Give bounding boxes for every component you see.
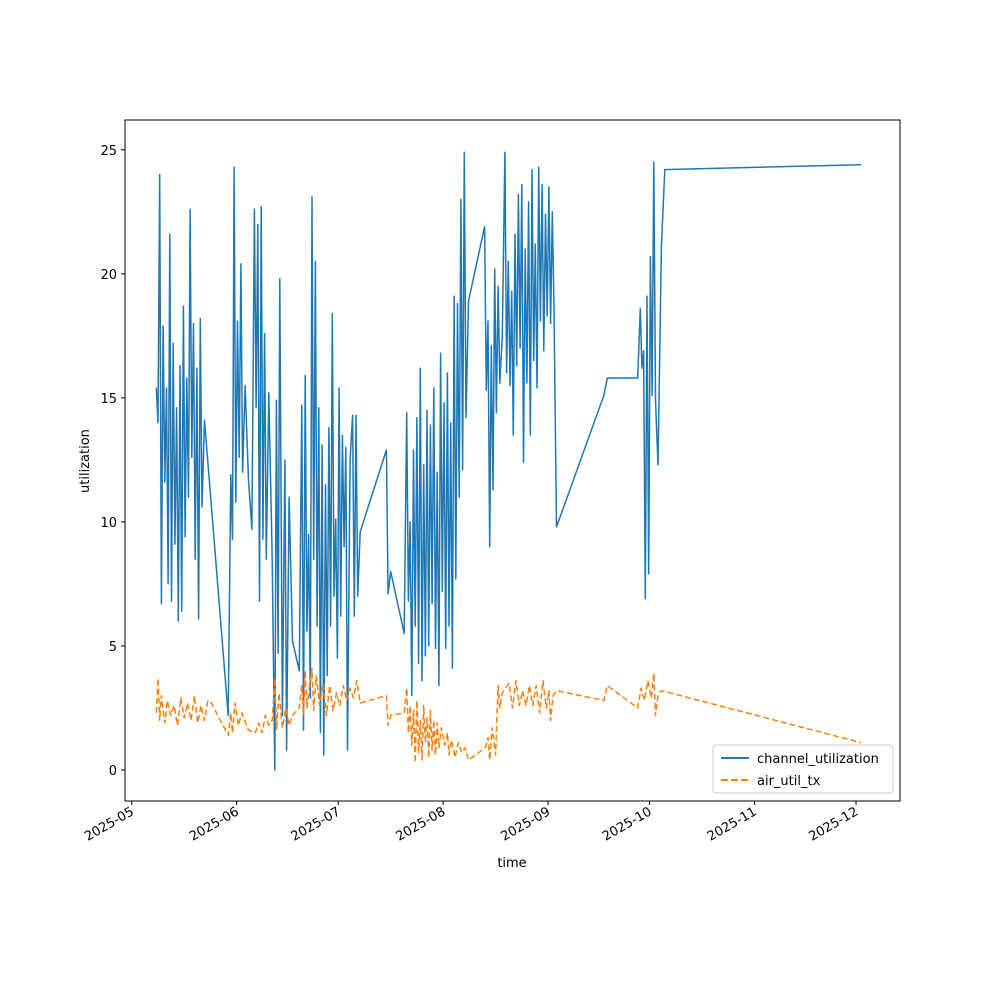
x-axis-label: time [497,856,526,871]
series-line-air-util-tx [155,667,862,764]
x-tick-label: 2025-12 [806,804,861,844]
x-tick-label: 2025-10 [600,804,655,844]
x-tick-label: 2025-09 [498,804,553,844]
x-tick-label: 2025-11 [705,804,760,844]
y-axis-label: utilization [78,429,93,493]
legend-label-channel-utilization: channel_utilization [757,752,879,767]
plot-area [155,151,862,771]
series-line-channel-utilization [155,151,862,771]
x-tick-label: 2025-05 [82,804,137,844]
legend-box [712,744,894,794]
legend-label-air-util-tx: air_util_tx [757,774,821,789]
x-tick-label: 2025-08 [394,804,449,844]
y-tick-label: 15 [100,392,117,407]
y-tick-label: 5 [109,640,117,655]
x-tick-label: 2025-07 [289,804,344,844]
y-axis: 0 5 10 15 20 25 [100,144,125,779]
y-tick-label: 25 [100,144,117,159]
x-axis: 2025-05 2025-06 2025-07 2025-08 2025-09 2025-… [82,801,861,845]
x-tick-label: 2025-06 [187,804,242,844]
legend: channel_utilization air_util_tx [712,744,894,794]
axes-frame [124,119,901,802]
y-tick-label: 0 [109,764,117,779]
y-tick-label: 10 [100,516,117,531]
y-tick-label: 20 [100,268,117,283]
